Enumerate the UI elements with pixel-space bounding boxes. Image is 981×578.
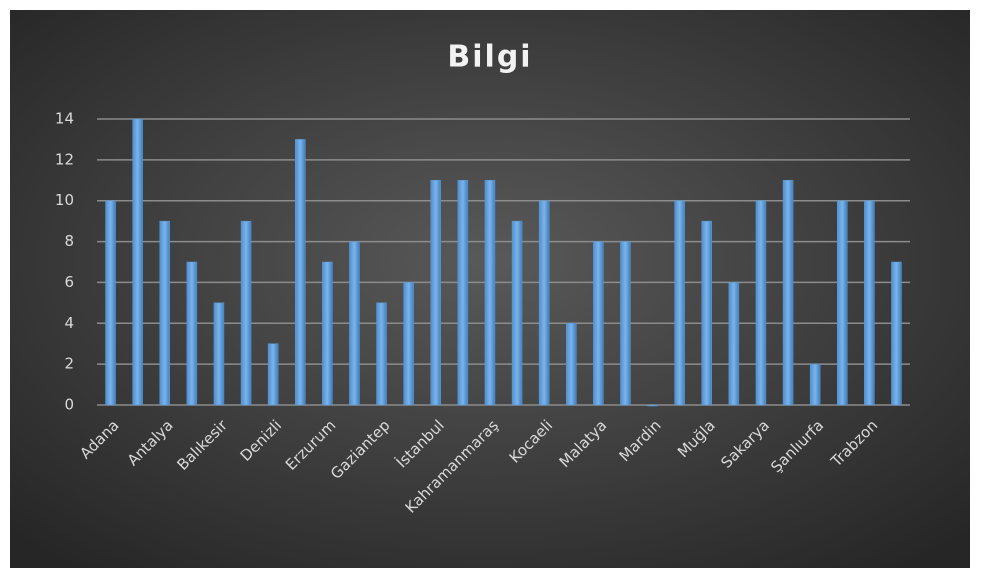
bar [159,220,170,406]
y-tick-label: 12 [55,150,74,168]
bar [295,139,306,406]
bar [403,282,414,406]
bar [349,241,360,406]
bar [511,220,523,406]
y-tick-label: 8 [64,232,74,250]
bar [701,220,712,406]
bar [566,323,577,406]
bar [755,200,767,406]
bar [593,241,604,406]
bar [809,363,821,406]
bar [728,282,740,406]
y-tick-label: 14 [55,110,74,128]
bar [376,302,387,406]
y-tick-label: 2 [64,355,74,373]
y-tick-label: 10 [55,191,74,209]
bar [430,180,441,406]
bar [538,200,550,406]
bar [620,241,631,406]
bar [864,200,875,406]
bar [186,261,198,406]
bar [132,118,143,406]
bar [105,200,116,406]
bar [213,302,225,406]
bar [267,343,279,406]
bar [891,261,902,406]
y-tick-label: 4 [64,314,74,332]
bar [647,404,658,407]
bar [837,200,848,406]
y-tick-label: 0 [64,396,74,414]
bar [322,261,333,406]
bar [240,220,252,406]
bar [457,180,469,406]
bar [674,200,685,406]
chart-title: Bilgi [447,40,532,75]
y-tick-label: 6 [64,273,74,291]
bar [484,180,496,406]
bar [782,180,794,406]
